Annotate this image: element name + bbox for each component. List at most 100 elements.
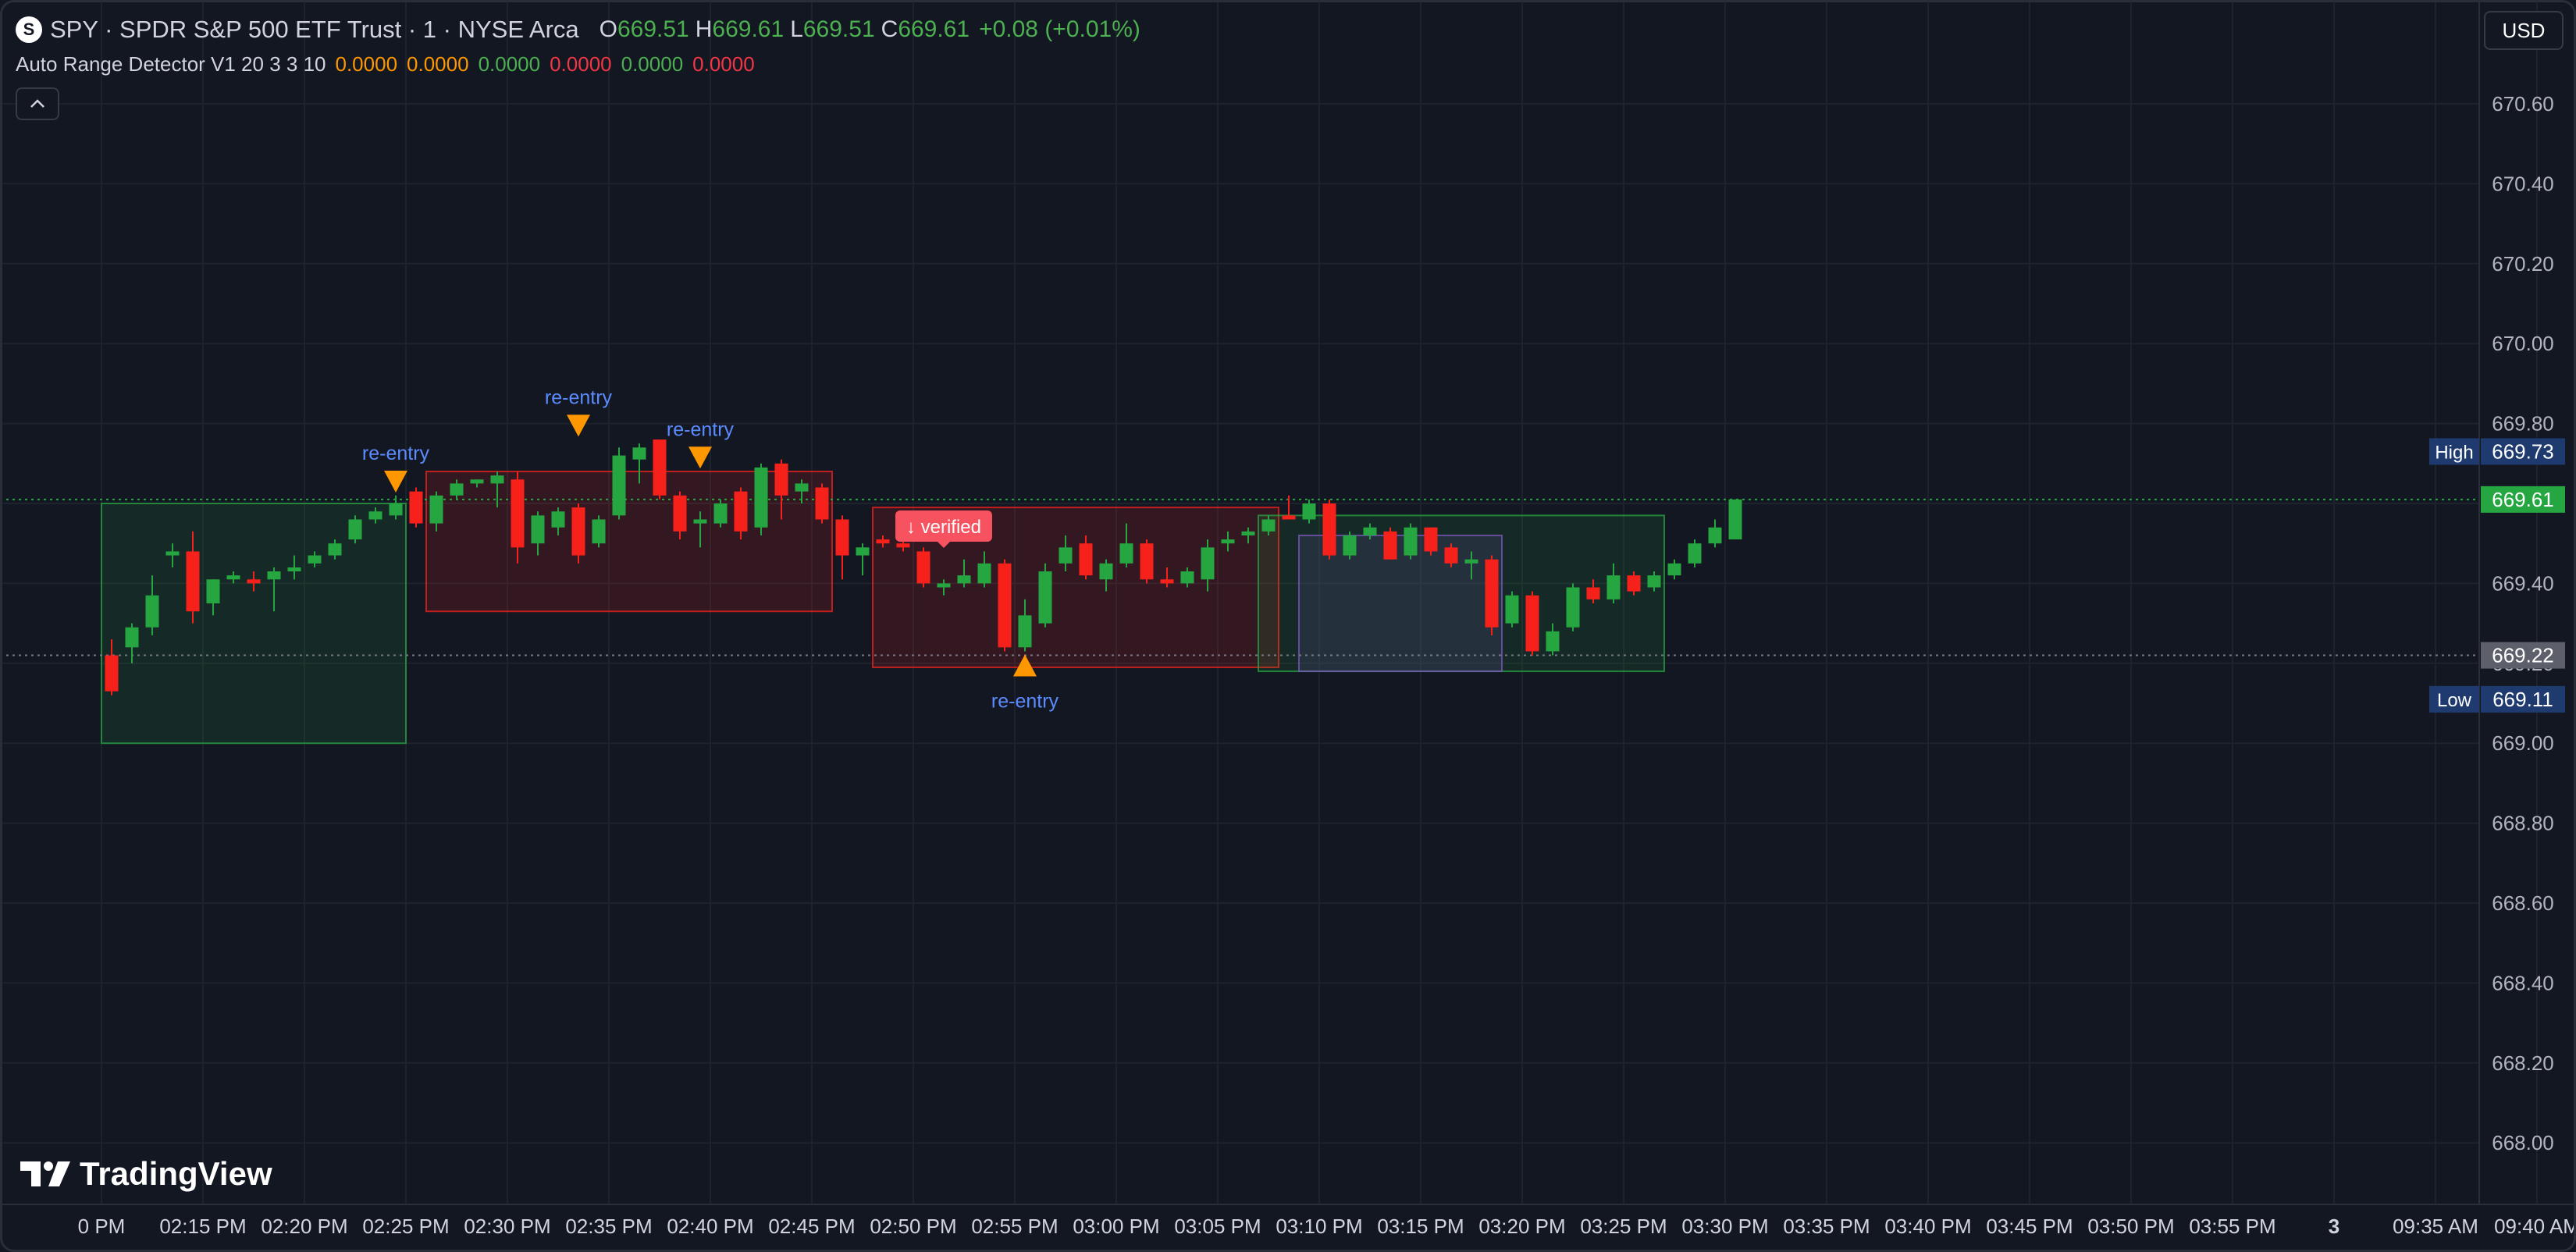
- range-box: [1298, 534, 1503, 673]
- up-triangle-icon: [1013, 654, 1037, 677]
- time-tick-label: 03:50 PM: [2087, 1215, 2174, 1238]
- time-tick-label: 0 PM: [78, 1215, 126, 1238]
- time-tick-label: 03:15 PM: [1377, 1215, 1464, 1238]
- price-label-text: 669.73: [2492, 439, 2554, 463]
- time-tick-label: 02:35 PM: [565, 1215, 652, 1238]
- candle: [1261, 519, 1276, 532]
- candle: [1586, 587, 1600, 599]
- price-tick-label: 668.00: [2492, 1131, 2554, 1154]
- time-tick-label: 03:45 PM: [1986, 1215, 2073, 1238]
- open-key: O: [599, 16, 617, 42]
- candle: [1606, 575, 1621, 599]
- candle: [1221, 539, 1235, 544]
- time-tick-label: 03:10 PM: [1276, 1215, 1362, 1238]
- candle: [1079, 543, 1093, 576]
- candle: [673, 495, 687, 532]
- price-label-text: 669.22: [2492, 644, 2554, 667]
- candle: [490, 475, 504, 484]
- candle: [571, 507, 585, 556]
- price-tick-label: 669.40: [2492, 571, 2554, 595]
- candle: [1201, 547, 1215, 580]
- candle: [713, 503, 728, 524]
- candle: [1099, 563, 1113, 580]
- time-tick-label: 02:25 PM: [362, 1215, 449, 1238]
- candle: [1363, 527, 1377, 535]
- time-tick-label: 03:00 PM: [1073, 1215, 1159, 1238]
- price-label-text: 669.61: [2492, 488, 2554, 511]
- price-label-bg: [2481, 685, 2565, 713]
- symbol-title[interactable]: SPY · SPDR S&P 500 ETF Trust · 1 · NYSE …: [50, 16, 579, 43]
- time-tick-label: 3: [2329, 1215, 2339, 1238]
- candle: [531, 515, 545, 544]
- price-tag-bg: [2429, 438, 2479, 465]
- candle: [1404, 527, 1418, 556]
- price-label-bg: [2481, 486, 2565, 513]
- candle: [1647, 575, 1661, 588]
- low-key: L: [790, 16, 803, 42]
- candle: [1688, 543, 1702, 564]
- candle: [774, 463, 788, 496]
- candle: [287, 567, 301, 572]
- price-tick-label: 668.80: [2492, 812, 2554, 835]
- candle: [754, 467, 768, 528]
- candle: [1282, 515, 1296, 520]
- candle: [1018, 615, 1032, 648]
- candle: [1464, 559, 1478, 564]
- time-tick-label: 03:40 PM: [1884, 1215, 1971, 1238]
- verified-badge: [895, 510, 992, 542]
- tradingview-logo[interactable]: TradingView: [20, 1155, 272, 1193]
- symbol-row[interactable]: S SPY · SPDR S&P 500 ETF Trust · 1 · NYS…: [16, 14, 1140, 45]
- candle: [1180, 571, 1194, 584]
- candle: [1119, 543, 1133, 564]
- candle: [693, 519, 707, 524]
- candle: [429, 495, 443, 524]
- candle: [247, 579, 261, 584]
- candle: [165, 551, 180, 556]
- down-triangle-icon: [567, 414, 590, 437]
- brand-name: TradingView: [80, 1155, 272, 1192]
- collapse-legend-button[interactable]: [16, 87, 59, 120]
- candle: [1708, 527, 1722, 544]
- chart-legend: S SPY · SPDR S&P 500 ETF Trust · 1 · NYS…: [16, 14, 1140, 80]
- indicator-value-4: 0.0000: [550, 52, 612, 76]
- candle: [206, 579, 220, 603]
- candle: [1059, 547, 1073, 564]
- indicator-row[interactable]: Auto Range Detector V1 20 3 3 10 0.0000 …: [16, 48, 1140, 80]
- indicator-value-3: 0.0000: [478, 52, 541, 76]
- candle: [1424, 527, 1438, 552]
- candle: [409, 491, 423, 524]
- candle: [1627, 575, 1641, 592]
- candle: [551, 511, 565, 528]
- price-tag-bg: [2429, 685, 2479, 713]
- candle: [1505, 595, 1519, 624]
- candle: [145, 595, 159, 628]
- candle: [1667, 563, 1681, 576]
- close-key: C: [881, 16, 898, 42]
- verified-badge-text: ↓ verified: [906, 517, 981, 538]
- price-tick-label: 670.20: [2492, 252, 2554, 276]
- time-tick-label: 02:15 PM: [159, 1215, 246, 1238]
- down-triangle-icon: [688, 446, 712, 469]
- currency-button[interactable]: USD: [2484, 11, 2564, 50]
- candle: [1444, 547, 1458, 564]
- candle: [937, 583, 951, 588]
- time-tick-label: 09:40 AM: [2494, 1215, 2576, 1238]
- price-label-text: 669.11: [2492, 688, 2553, 711]
- open-value: 669.51: [617, 16, 689, 42]
- candle: [1525, 595, 1539, 652]
- candle: [835, 519, 849, 556]
- range-box: [425, 471, 833, 613]
- candle: [389, 503, 403, 516]
- candle: [328, 543, 342, 556]
- price-axis[interactable]: 670.60670.40670.20670.00669.80669.60669.…: [2478, 0, 2554, 1204]
- candle: [977, 563, 991, 584]
- candle: [267, 571, 281, 580]
- price-label-bg: [2481, 438, 2565, 465]
- close-value: 669.61: [898, 16, 970, 42]
- indicator-name[interactable]: Auto Range Detector V1 20 3 3 10: [16, 52, 326, 76]
- time-axis[interactable]: 0 PM 02:15 PM 02:20 PM 02:25 PM 02:30 PM 02:3…: [0, 1204, 2576, 1238]
- candle: [1383, 531, 1397, 560]
- candle: [612, 455, 626, 516]
- candle: [856, 547, 870, 556]
